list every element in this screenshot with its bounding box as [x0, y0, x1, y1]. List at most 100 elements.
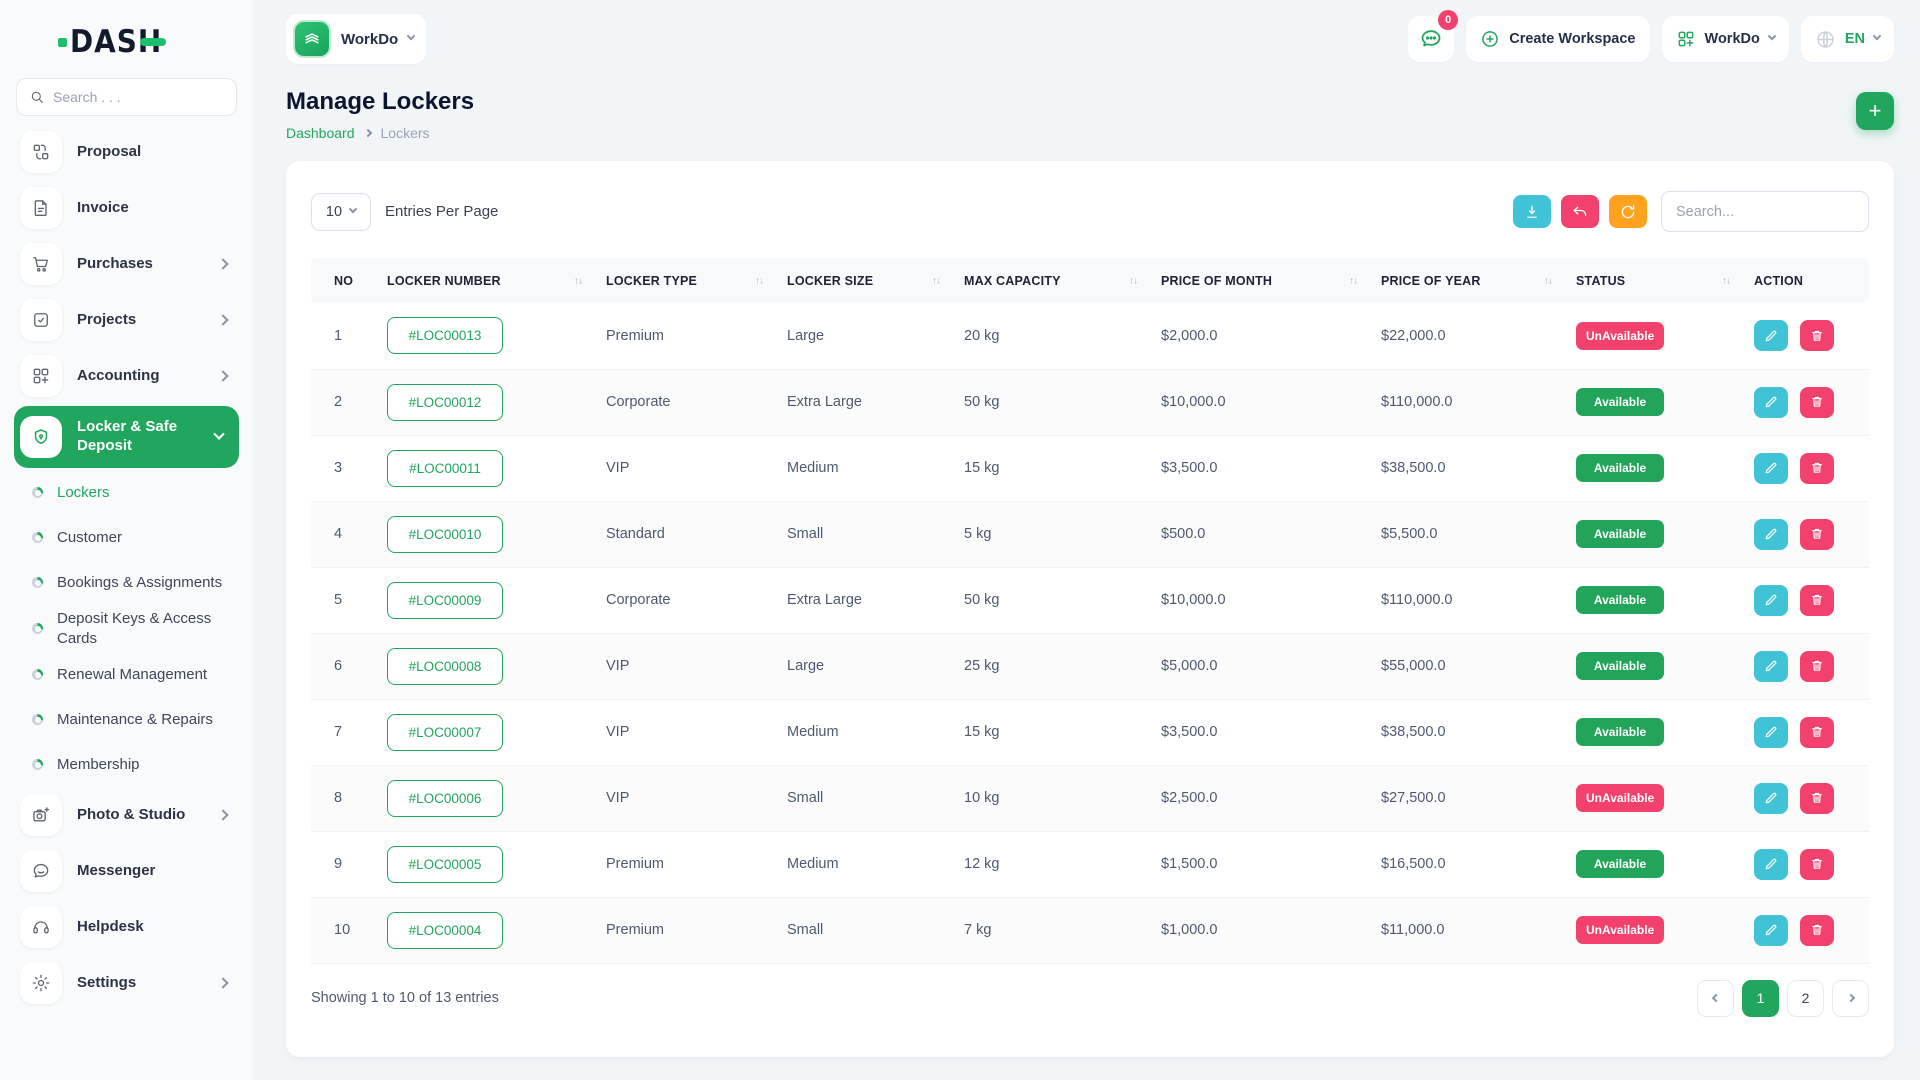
column-status[interactable]: STATUS — [1574, 258, 1752, 303]
add-locker-button[interactable]: + — [1856, 92, 1894, 130]
cell-price-of-month: $10,000.0 — [1159, 567, 1379, 634]
app-menu-button[interactable]: WorkDo — [1661, 16, 1789, 62]
sidebar-search-input[interactable] — [53, 89, 224, 105]
sort-icon[interactable] — [1129, 275, 1137, 286]
sidebar-item-purchases[interactable]: Purchases — [14, 236, 239, 292]
sidebar-subitem-membership[interactable]: Membership — [14, 742, 239, 787]
cell-locker-number: #LOC00013 — [385, 303, 604, 370]
sort-icon[interactable] — [1544, 275, 1552, 286]
delete-button[interactable] — [1800, 782, 1835, 814]
page-2-button[interactable]: 2 — [1787, 979, 1824, 1017]
sidebar-item-accounting[interactable]: Accounting — [14, 348, 239, 404]
sidebar-item-helpdesk[interactable]: Helpdesk — [14, 899, 239, 955]
sort-icon[interactable] — [755, 275, 763, 286]
invoice-icon — [20, 187, 62, 229]
language-selector[interactable]: EN — [1800, 16, 1894, 62]
cell-price-of-year: $11,000.0 — [1379, 897, 1574, 964]
sidebar-item-invoice[interactable]: Invoice — [14, 180, 239, 236]
app-logo[interactable]: DASH — [14, 16, 239, 68]
column-locker-number[interactable]: LOCKER NUMBER — [385, 258, 604, 303]
prev-page-button[interactable] — [1697, 979, 1734, 1017]
sidebar-item-settings[interactable]: Settings — [14, 955, 239, 1011]
cell-locker-number: #LOC00004 — [385, 897, 604, 964]
sort-icon[interactable] — [932, 275, 940, 286]
edit-button[interactable] — [1754, 452, 1788, 484]
breadcrumb-dashboard-link[interactable]: Dashboard — [286, 125, 355, 141]
column-locker-size[interactable]: LOCKER SIZE — [785, 258, 962, 303]
workspace-selector[interactable]: WorkDo — [286, 14, 427, 64]
trash-icon — [1812, 924, 1822, 935]
messages-button[interactable]: 0 — [1408, 10, 1459, 62]
column-max-capacity[interactable]: MAX CAPACITY — [962, 258, 1159, 303]
create-workspace-label: Create Workspace — [1509, 31, 1636, 47]
edit-button[interactable] — [1754, 848, 1788, 880]
sort-icon[interactable] — [574, 275, 582, 286]
cell-action — [1752, 567, 1869, 634]
sidebar-subitem-customer[interactable]: Customer — [14, 515, 239, 560]
sidebar-item-label: Invoice — [77, 198, 129, 216]
sidebar-search[interactable] — [16, 78, 237, 116]
cell-locker-number: #LOC00007 — [385, 699, 604, 766]
delete-button[interactable] — [1800, 320, 1835, 352]
delete-button[interactable] — [1800, 914, 1835, 946]
sidebar-item-photo-studio[interactable]: Photo & Studio — [14, 787, 239, 843]
table-row: 6 #LOC00008 VIP Large 25 kg $5,000.0 $55… — [311, 633, 1869, 700]
cell-price-of-year: $55,000.0 — [1379, 633, 1574, 700]
delete-button[interactable] — [1800, 518, 1835, 550]
edit-button[interactable] — [1754, 782, 1788, 814]
chevron-right-icon — [217, 809, 229, 821]
table-row: 5 #LOC00009 Corporate Extra Large 50 kg … — [311, 567, 1869, 634]
entries-per-page-select[interactable]: 10 — [311, 192, 371, 231]
sort-icon[interactable] — [1349, 275, 1357, 286]
sidebar-subitem-deposit-keys-access-cards[interactable]: Deposit Keys & Access Cards — [14, 605, 239, 652]
sidebar-subitem-maintenance-repairs[interactable]: Maintenance & Repairs — [14, 697, 239, 742]
edit-button[interactable] — [1754, 584, 1788, 616]
sidebar-subitem-lockers[interactable]: Lockers — [14, 470, 239, 515]
bullet-icon — [32, 487, 43, 498]
table-body: 1 #LOC00013 Premium Large 20 kg $2,000.0… — [311, 303, 1869, 964]
message-bubble-icon — [1421, 30, 1441, 47]
delete-button[interactable] — [1800, 650, 1835, 682]
sidebar-item-locker-safe-deposit[interactable]: Locker & Safe Deposit — [14, 406, 239, 468]
chat-bubble-icon — [20, 850, 62, 892]
workspace-icon — [293, 20, 331, 58]
edit-button[interactable] — [1754, 716, 1788, 748]
sidebar-subitem-renewal-management[interactable]: Renewal Management — [14, 652, 239, 697]
bullet-icon — [32, 532, 43, 543]
sidebar-item-messenger[interactable]: Messenger — [14, 843, 239, 899]
export-button[interactable] — [1513, 195, 1551, 228]
column-price-of-month[interactable]: PRICE OF MONTH — [1159, 258, 1379, 303]
cell-no: 8 — [311, 765, 385, 832]
refresh-button[interactable] — [1609, 195, 1647, 228]
locker-number-pill: #LOC00011 — [387, 449, 503, 487]
sidebar-item-proposal[interactable]: Proposal — [14, 124, 239, 180]
next-page-button[interactable] — [1832, 979, 1869, 1017]
edit-button[interactable] — [1754, 320, 1788, 352]
create-workspace-button[interactable]: Create Workspace — [1466, 16, 1650, 62]
cell-locker-size: Medium — [785, 699, 962, 766]
edit-button[interactable] — [1754, 518, 1788, 550]
subitem-label: Membership — [57, 755, 140, 773]
status-badge: UnAvailable — [1576, 916, 1665, 944]
delete-button[interactable] — [1800, 584, 1835, 616]
table-search-input[interactable] — [1661, 191, 1869, 232]
column-locker-type[interactable]: LOCKER TYPE — [604, 258, 785, 303]
sidebar-subitem-bookings-assignments[interactable]: Bookings & Assignments — [14, 560, 239, 605]
edit-button[interactable] — [1754, 914, 1788, 946]
edit-button[interactable] — [1754, 386, 1788, 418]
delete-button[interactable] — [1800, 386, 1835, 418]
sidebar-item-projects[interactable]: Projects — [14, 292, 239, 348]
trash-icon — [1812, 462, 1822, 473]
reset-button[interactable] — [1561, 195, 1599, 228]
delete-button[interactable] — [1800, 716, 1835, 748]
delete-button[interactable] — [1800, 452, 1835, 484]
page-1-button[interactable]: 1 — [1742, 979, 1779, 1017]
column-price-of-year[interactable]: PRICE OF YEAR — [1379, 258, 1574, 303]
cell-locker-type: VIP — [604, 699, 785, 766]
workspace-name: WorkDo — [341, 30, 399, 48]
cell-locker-type: VIP — [604, 435, 785, 502]
delete-button[interactable] — [1800, 848, 1835, 880]
edit-button[interactable] — [1754, 650, 1788, 682]
sort-icon[interactable] — [1722, 275, 1730, 286]
cell-status: UnAvailable — [1574, 303, 1752, 370]
